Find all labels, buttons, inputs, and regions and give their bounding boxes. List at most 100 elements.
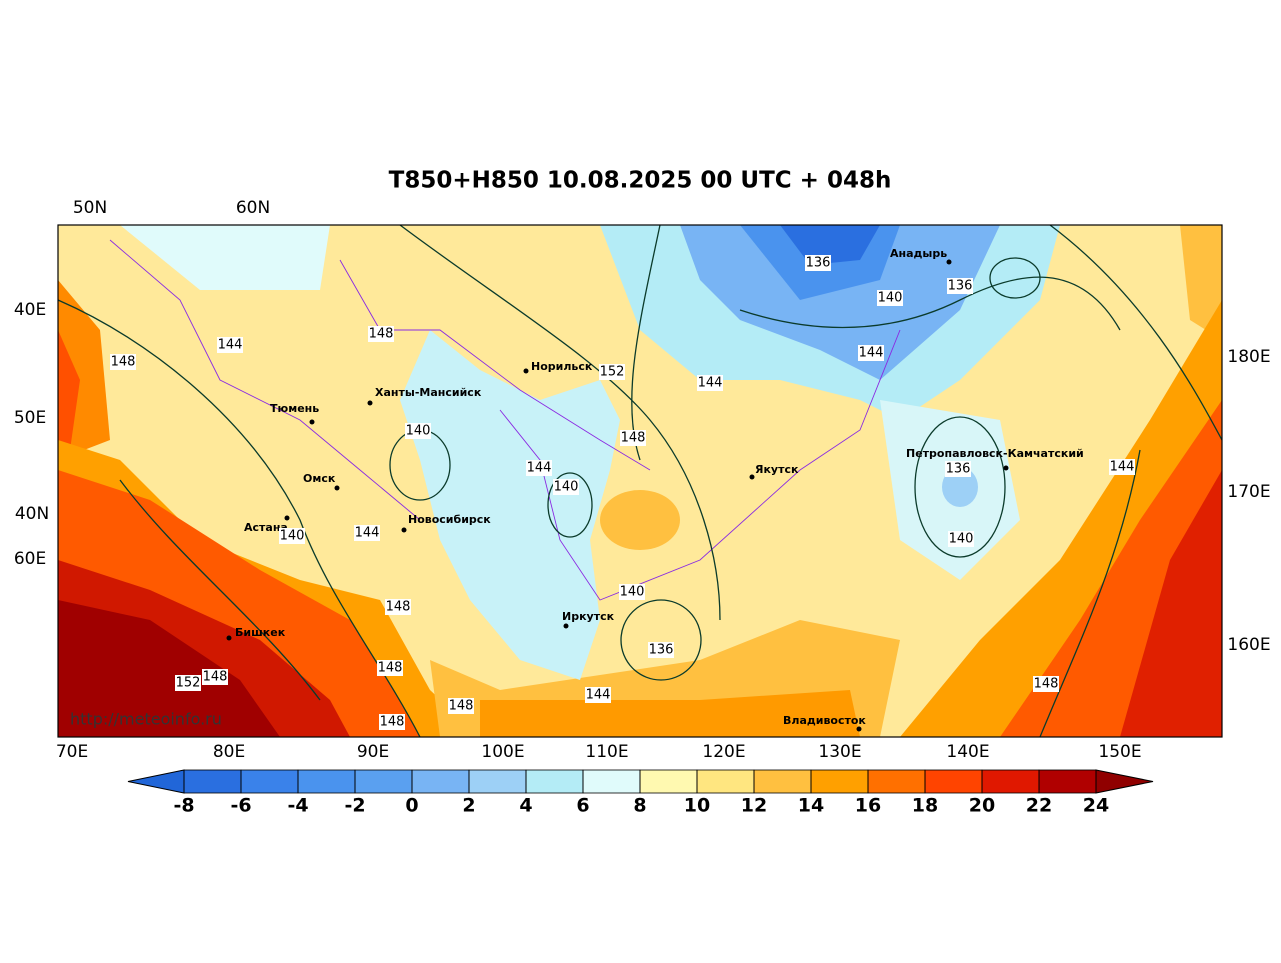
colorbar-tick-label: 14 (798, 795, 824, 817)
grid-label: 100E (481, 742, 524, 762)
colorbar-segment (981, 769, 1040, 794)
contour-label-bg (354, 525, 380, 541)
contour-label-bg (648, 642, 674, 658)
contour-label-bg (110, 354, 136, 370)
colorbar-segment (924, 769, 983, 794)
grid-label: 180E (1227, 347, 1270, 367)
grid-label: 40N (15, 504, 49, 524)
contour-label-bg (448, 698, 474, 714)
colorbar-segment (810, 769, 869, 794)
city-dot (523, 368, 529, 374)
grid-label: 60E (14, 549, 46, 569)
contour-label-bg (385, 599, 411, 615)
contour-label-bg (697, 375, 723, 391)
colorbar-segment (297, 769, 356, 794)
contour-label: 152 (176, 676, 201, 691)
contour-label-bg (947, 278, 973, 294)
contour-label-bg (805, 255, 831, 271)
contour-label-bg (620, 430, 646, 446)
contour-label: 148 (369, 327, 394, 342)
contour-label-bg (175, 675, 201, 691)
contour-label: 144 (355, 526, 380, 541)
contour-label: 136 (948, 279, 973, 294)
contour-label: 148 (111, 355, 136, 370)
grid-label: 160E (1227, 635, 1270, 655)
grid-label: 50N (73, 198, 107, 218)
contour-label: 148 (621, 431, 646, 446)
city-label: Норильск (531, 360, 593, 373)
city-dot (284, 515, 290, 521)
colorbar-tick-label: -4 (287, 795, 308, 817)
colorbar-tick-label: 22 (1026, 795, 1052, 817)
city-label: Новосибирск (408, 513, 491, 526)
contour-label: 140 (949, 532, 974, 547)
city-label: Бишкек (235, 626, 286, 639)
contour-label: 148 (378, 661, 403, 676)
city-label: Тюмень (270, 402, 319, 415)
grid-label: 40E (14, 300, 46, 320)
colorbar-extend-high (1095, 769, 1154, 794)
colorbar-tick-label: 0 (405, 795, 418, 817)
contour-label-bg (1109, 459, 1135, 475)
contour-label-bg (553, 479, 579, 495)
city-label: Астана (244, 521, 288, 534)
city-dot (856, 726, 862, 732)
contour-label-bg (1033, 676, 1059, 692)
watermark: http://meteoinfo.ru (70, 710, 222, 729)
grid-label: 170E (1227, 482, 1270, 502)
colorbar-segment (582, 769, 641, 794)
contour-label: 144 (698, 376, 723, 391)
city-dot (401, 527, 407, 533)
contour-label-bg (368, 326, 394, 342)
city-dot (334, 485, 340, 491)
colorbar-segment (411, 769, 470, 794)
city-dot (367, 400, 373, 406)
colorbar-extend-low (127, 769, 185, 794)
colorbar-tick-label: 8 (633, 795, 646, 817)
map-frame (57, 224, 1223, 738)
contour-label: 144 (527, 461, 552, 476)
colorbar-tick-label: -8 (173, 795, 194, 817)
grid-label: 70E (56, 742, 88, 762)
contour-label: 140 (878, 291, 903, 306)
grid-label: 130E (818, 742, 861, 762)
city-label: Омск (303, 472, 336, 485)
contour-label: 144 (586, 688, 611, 703)
city-dot (309, 419, 315, 425)
contour-label-bg (377, 660, 403, 676)
contour-label-bg (279, 528, 305, 544)
colorbar-segment (639, 769, 698, 794)
contour-label-bg (585, 687, 611, 703)
colorbar-segment (468, 769, 527, 794)
colorbar-segment (240, 769, 299, 794)
city-label: Петропавловск-Камчатский (906, 447, 1084, 460)
contour-label: 140 (280, 529, 305, 544)
city-dot (749, 474, 755, 480)
contour-label: 148 (203, 670, 228, 685)
colorbar-segment (867, 769, 926, 794)
contour-label: 148 (1034, 677, 1059, 692)
colorbar-tick-label: 12 (741, 795, 767, 817)
contour-label: 144 (859, 346, 884, 361)
colorbar-segment (696, 769, 755, 794)
grid-label: 120E (702, 742, 745, 762)
contour-label: 152 (600, 365, 625, 380)
colorbar-segment (354, 769, 413, 794)
city-label: Иркутск (562, 610, 615, 623)
colorbar-segment (1038, 769, 1097, 794)
contour-label: 148 (449, 699, 474, 714)
contour-label-bg (945, 461, 971, 477)
colorbar-tick-label: 4 (519, 795, 532, 817)
contour-label-bg (526, 460, 552, 476)
colorbar-segment (753, 769, 812, 794)
grid-label: 140E (946, 742, 989, 762)
grid-label: 60N (236, 198, 270, 218)
contour-label-bg (202, 669, 228, 685)
colorbar-tick-label: 2 (462, 795, 475, 817)
colorbar-tick-label: 6 (576, 795, 589, 817)
map-field (58, 225, 1222, 737)
colorbar-tick-label: 10 (684, 795, 710, 817)
city-label: Владивосток (783, 714, 866, 727)
city-dot (946, 259, 952, 265)
contour-label-bg (619, 584, 645, 600)
